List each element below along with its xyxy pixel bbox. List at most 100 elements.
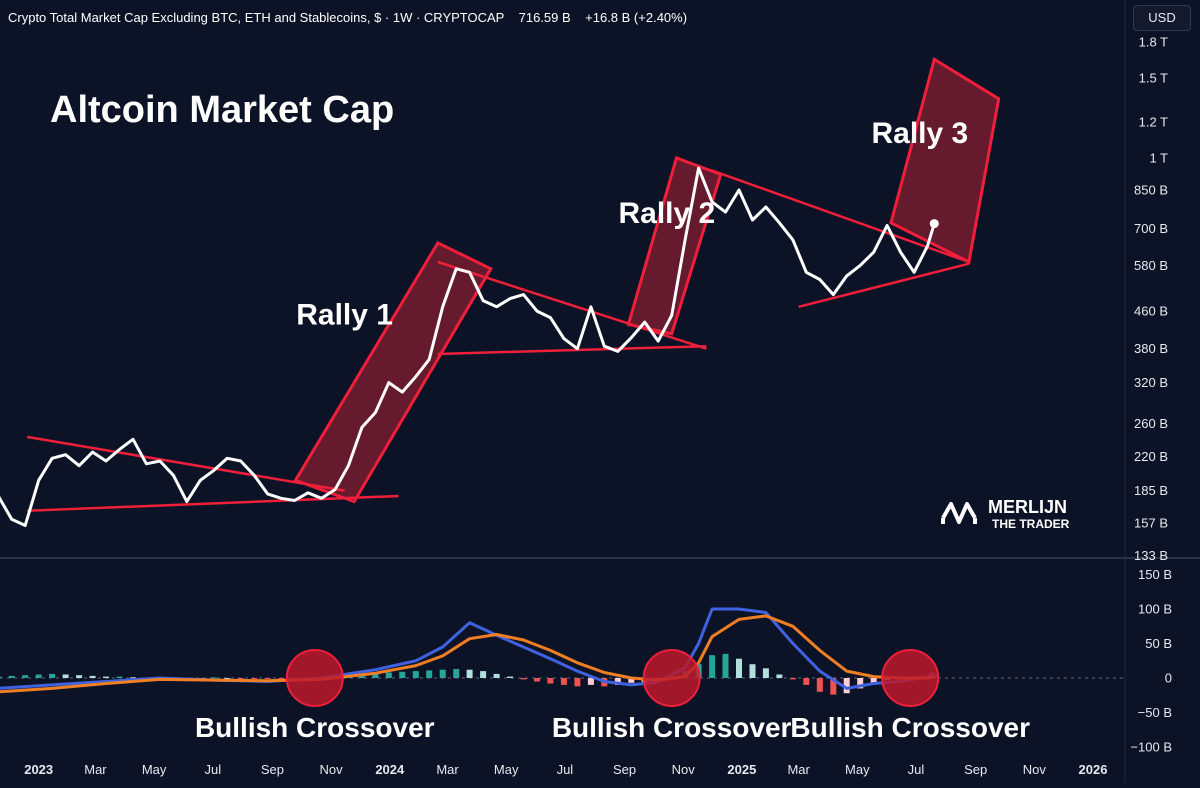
macd-histogram-bar: [76, 675, 83, 678]
macd-y-tick-label: −100 B: [1130, 740, 1172, 755]
macd-histogram-bar: [385, 672, 392, 678]
macd-histogram-bar: [789, 678, 796, 680]
last-price-dot: [929, 219, 939, 229]
y-tick-label: 157 B: [1134, 516, 1168, 531]
x-tick-label: 2025: [727, 762, 756, 777]
chart-title: Altcoin Market Cap: [50, 89, 394, 131]
rally-label: Rally 3: [871, 117, 968, 150]
y-tick-label: 850 B: [1134, 183, 1168, 198]
macd-histogram-bar: [776, 674, 783, 678]
macd-histogram-bar: [399, 671, 406, 678]
x-tick-label: May: [845, 762, 870, 777]
signal-line: [0, 614, 935, 694]
macd-histogram-bar: [130, 677, 136, 679]
macd-y-tick-label: 50 B: [1145, 636, 1172, 651]
logo-mark-icon: [941, 502, 977, 524]
x-tick-label: May: [142, 762, 167, 777]
x-tick-label: 2024: [375, 762, 405, 777]
macd-histogram-bar: [49, 673, 56, 678]
brand-tagline: THE TRADER: [992, 517, 1070, 531]
macd-histogram-bar: [803, 678, 810, 685]
x-tick-label: Mar: [787, 762, 810, 777]
macd-histogram-bar: [412, 671, 419, 678]
y-tick-label: 1.2 T: [1139, 115, 1168, 130]
macd-histogram-bar: [830, 678, 837, 695]
y-tick-label: 460 B: [1134, 304, 1168, 319]
x-tick-label: Jul: [204, 762, 221, 777]
x-tick-label: Sep: [613, 762, 636, 777]
y-tick-label: 320 B: [1134, 375, 1168, 390]
x-tick-label: 2023: [24, 762, 53, 777]
y-tick-label: 580 B: [1134, 258, 1168, 273]
macd-histogram-bar: [439, 669, 446, 678]
symbol-title: Crypto Total Market Cap Excluding BTC, E…: [8, 10, 505, 25]
macd-histogram-bar: [251, 678, 258, 679]
macd-histogram-bar: [534, 678, 540, 682]
macd-histogram-bar: [0, 676, 2, 678]
y-tick-label: 260 B: [1134, 416, 1168, 431]
crossover-label: Bullish Crossover: [195, 712, 435, 743]
y-tick-label: 700 B: [1134, 221, 1168, 236]
macd-histogram-bar: [8, 675, 15, 678]
x-tick-label: Jul: [557, 762, 574, 777]
macd-histogram-bar: [628, 678, 635, 683]
macd-histogram-bar: [587, 678, 594, 685]
macd-histogram-bar: [709, 655, 716, 678]
x-tick-label: Mar: [84, 762, 107, 777]
macd-histogram-bar: [237, 678, 244, 679]
macd-histogram-bar: [857, 678, 864, 689]
macd-histogram-bar: [116, 676, 123, 678]
macd-histogram-bar: [210, 677, 217, 679]
macd-histogram-bar: [560, 678, 567, 685]
x-tick-label: Nov: [320, 762, 344, 777]
macd-histogram-bar: [843, 678, 850, 694]
macd-histogram-bar: [480, 671, 487, 678]
macd-histogram-bar: [62, 674, 69, 678]
y-tick-label: 185 B: [1134, 483, 1168, 498]
macd-histogram-bar: [574, 678, 581, 687]
macd-histogram-bar: [736, 658, 742, 678]
macd-histogram-bar: [520, 678, 527, 680]
x-tick-label: Nov: [1023, 762, 1047, 777]
macd-histogram-bar: [816, 678, 823, 692]
x-tick-label: Sep: [964, 762, 987, 777]
y-tick-label: 1 T: [1149, 151, 1168, 166]
macd-y-tick-label: 150 B: [1138, 567, 1172, 582]
x-tick-label: May: [494, 762, 519, 777]
price-change: +16.8 B (+2.40%): [585, 10, 688, 25]
trendline: [437, 344, 707, 356]
price-line: [0, 166, 936, 527]
trendline: [798, 262, 970, 309]
y-tick-label: 220 B: [1134, 449, 1168, 464]
y-tick-label: 1.8 T: [1139, 35, 1168, 50]
macd-histogram-bar: [466, 669, 473, 678]
trendline: [27, 494, 399, 513]
macd-histogram-bar: [507, 676, 513, 678]
y-tick-label: 1.5 T: [1139, 71, 1168, 86]
macd-histogram-bar: [614, 678, 621, 685]
macd-y-tick-label: 0: [1165, 671, 1172, 686]
trendline: [26, 435, 345, 492]
macd-histogram-bar: [103, 676, 109, 678]
macd-histogram-bar: [870, 678, 877, 684]
y-tick-label: 133 B: [1134, 548, 1168, 563]
merlijn-logo: [941, 502, 977, 524]
crossover-circle: [642, 649, 701, 707]
crossover-label: Bullish Crossover: [552, 712, 792, 743]
macd-histogram-bar: [749, 664, 756, 678]
x-tick-label: Sep: [261, 762, 284, 777]
macd-histogram-bar: [35, 674, 42, 678]
macd-histogram-bar: [264, 678, 271, 679]
crossover-circle: [285, 649, 344, 707]
y-tick-label: 380 B: [1134, 341, 1168, 356]
currency-button[interactable]: USD: [1133, 5, 1191, 31]
macd-histogram-bar: [224, 678, 231, 679]
x-tick-label: Mar: [436, 762, 459, 777]
macd-histogram-bar: [89, 675, 96, 678]
x-tick-label: Nov: [672, 762, 696, 777]
crossover-label: Bullish Crossover: [790, 712, 1030, 743]
rally-label: Rally 1: [296, 298, 393, 331]
